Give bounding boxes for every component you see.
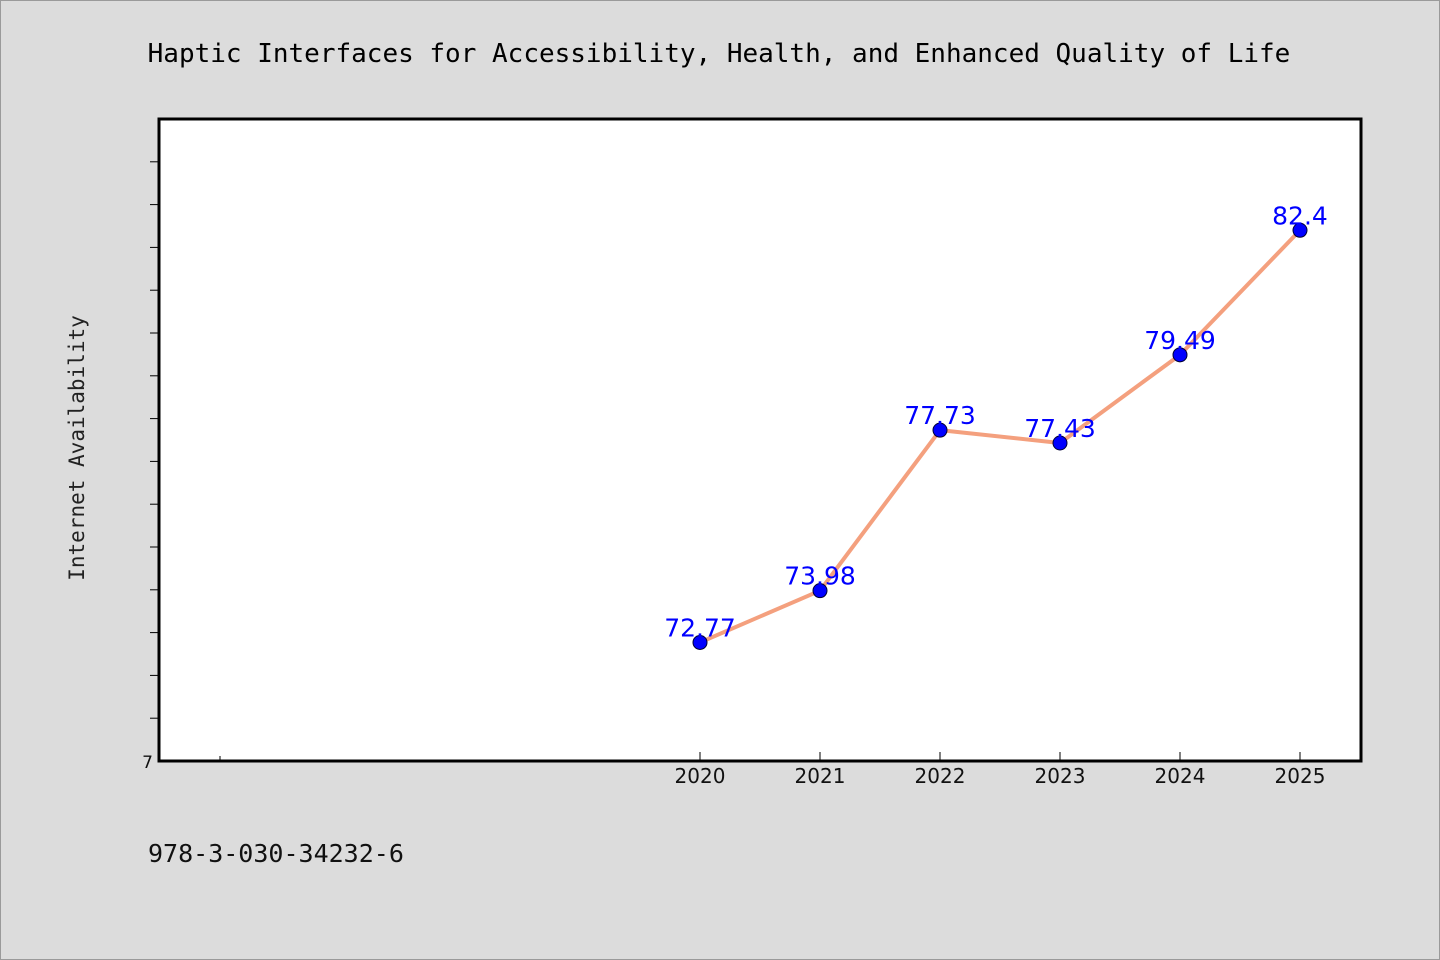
data-label: 77.43 [1024,414,1096,443]
x-axis-ticks: 2020 2021 2022 2023 2024 2025 [219,752,1326,788]
x-tick-label: 2021 [795,764,846,788]
x-tick-label: 2020 [675,764,726,788]
y-axis-ticks: 7 [142,161,159,773]
x-tick-label: 2024 [1155,764,1206,788]
y-axis-label: Internet Availability [65,315,89,581]
data-label: 77.73 [904,401,976,430]
chart-title: Haptic Interfaces for Accessibility, Hea… [148,39,1291,69]
x-tick-label: 2022 [915,764,966,788]
data-label: 79.49 [1144,326,1216,355]
data-label: 73.98 [784,562,856,591]
x-tick-label: 2023 [1035,764,1086,788]
data-point [1172,347,1188,363]
plot-area [157,117,1363,763]
x-tick-label: 2025 [1275,764,1326,788]
y-tick-label: 7 [142,753,153,773]
isbn-footer: 978-3-030-34232-6 [148,839,404,868]
data-point [932,422,948,438]
data-label: 72.77 [664,613,736,642]
data-point [812,583,828,599]
data-point [1292,222,1308,238]
series-layer: 72.77 73.98 77.73 77.43 79.49 82.4 [664,201,1328,650]
data-point [1052,435,1068,451]
data-point [692,634,708,650]
data-label: 82.4 [1272,201,1328,230]
series-line [698,228,1302,645]
